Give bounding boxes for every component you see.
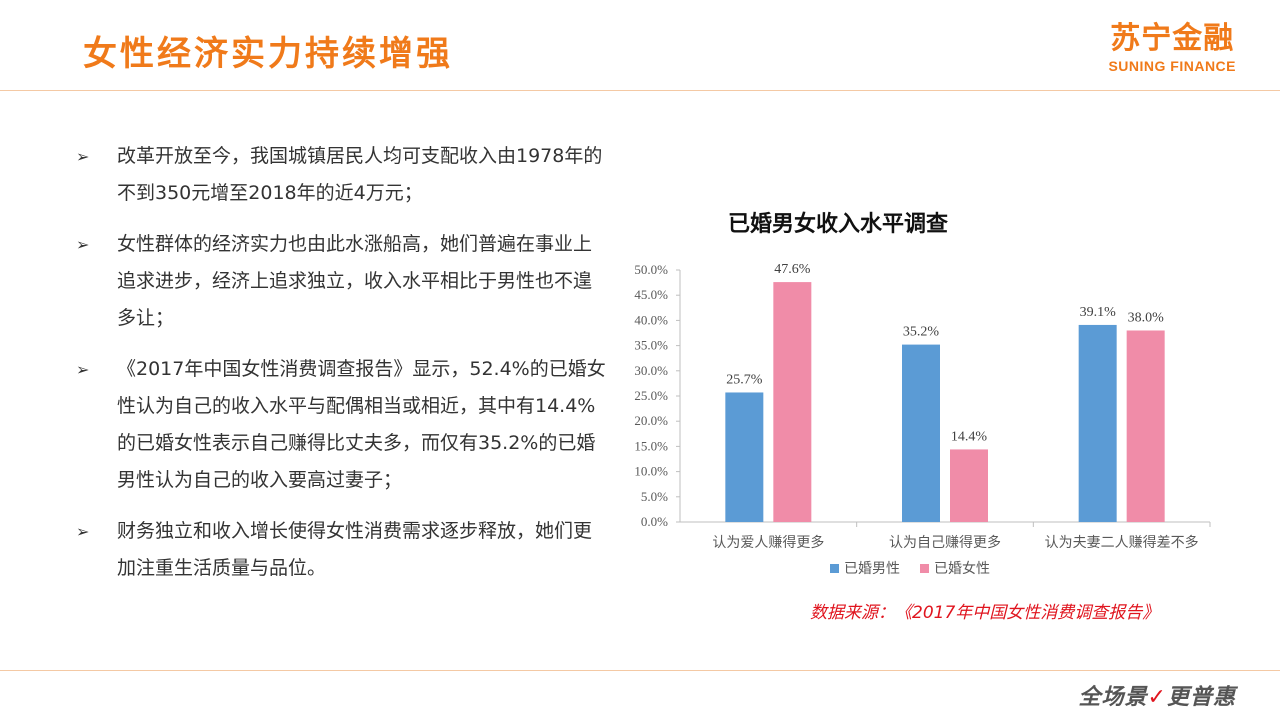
y-tick-label: 40.0% — [634, 312, 668, 327]
x-tick-label: 认为自己赚得更多 — [889, 534, 1001, 551]
bullet-item: ➢ 改革开放至今，我国城镇居民人均可支配收入由1978年的不到350元增至201… — [76, 138, 606, 212]
bar — [773, 282, 812, 522]
suning-finance-logo: 苏宁金融 SUNING FINANCE — [1108, 20, 1236, 74]
chart-title: 已婚男女收入水平调查 — [728, 211, 948, 237]
data-label: 38.0% — [1128, 310, 1165, 325]
legend-label: 已婚女性 — [934, 560, 990, 577]
logo-chinese-text: 苏宁金融 — [1110, 21, 1235, 56]
y-tick-label: 35.0% — [634, 338, 668, 353]
y-tick-label: 15.0% — [634, 438, 668, 453]
bullet-list: ➢ 改革开放至今，我国城镇居民人均可支配收入由1978年的不到350元增至201… — [76, 138, 606, 601]
y-tick-label: 5.0% — [641, 489, 668, 504]
data-source-note: 数据来源：《2017年中国女性消费调查报告》 — [810, 603, 1160, 623]
income-bar-chart: 已婚男女收入水平调查 0.0% 5.0% 10.0% 15.0% 20.0% 25.0% 30… — [634, 211, 1211, 577]
data-label: 47.6% — [774, 262, 811, 277]
data-label: 14.4% — [951, 429, 988, 444]
bar — [950, 449, 988, 522]
y-tick-label: 25.0% — [634, 388, 668, 403]
bullet-item: ➢ 财务独立和收入增长使得女性消费需求逐步释放，她们更加注重生活质量与品位。 — [76, 513, 606, 587]
x-tick-label: 认为夫妻二人赚得差不多 — [1045, 534, 1199, 551]
bar — [1078, 324, 1117, 522]
footer-slogan: 全场景✓更普惠 — [1079, 679, 1236, 711]
header-divider — [0, 90, 1280, 91]
page-title: 女性经济实力持续增强 — [83, 34, 453, 74]
bullet-text: 《2017年中国女性消费调查报告》显示，52.4%的已婚女性认为自己的收入水平与… — [117, 358, 606, 491]
y-tick-label: 0.0% — [641, 514, 668, 529]
x-tick-label: 认为爱人赚得更多 — [712, 534, 824, 551]
bar — [902, 344, 940, 522]
bullet-text: 女性群体的经济实力也由此水涨船高，她们普遍在事业上追求进步，经济上追求独立，收入… — [117, 233, 593, 329]
bullet-item: ➢ 女性群体的经济实力也由此水涨船高，她们普遍在事业上追求进步，经济上追求独立，… — [76, 226, 606, 337]
arrow-bullet-icon: ➢ — [76, 147, 90, 166]
data-label: 25.7% — [726, 372, 763, 387]
y-tick-label: 20.0% — [634, 413, 668, 428]
arrow-bullet-icon: ➢ — [76, 360, 90, 379]
check-icon: ✓ — [1147, 685, 1167, 710]
legend-swatch — [830, 564, 839, 573]
data-label: 35.2% — [903, 325, 940, 340]
legend-label: 已婚男性 — [844, 561, 900, 577]
slogan-text-b: 更普惠 — [1166, 685, 1236, 710]
data-label: 39.1% — [1080, 305, 1117, 320]
arrow-bullet-icon: ➢ — [76, 522, 90, 541]
arrow-bullet-icon: ➢ — [76, 235, 90, 254]
bar — [1126, 330, 1165, 522]
footer-divider — [0, 670, 1280, 671]
y-tick-label: 50.0% — [634, 262, 668, 277]
legend-swatch — [920, 564, 929, 573]
y-tick-label: 10.0% — [634, 464, 668, 479]
logo-english-text: SUNING FINANCE — [1108, 58, 1236, 74]
slogan-text-a: 全场景 — [1078, 685, 1148, 710]
y-tick-label: 30.0% — [634, 363, 668, 378]
bullet-item: ➢ 《2017年中国女性消费调查报告》显示，52.4%的已婚女性认为自己的收入水… — [76, 351, 606, 499]
bullet-text: 财务独立和收入增长使得女性消费需求逐步释放，她们更加注重生活质量与品位。 — [117, 520, 593, 579]
y-tick-label: 45.0% — [634, 287, 668, 302]
bar — [725, 392, 764, 522]
bullet-text: 改革开放至今，我国城镇居民人均可支配收入由1978年的不到350元增至2018年… — [117, 145, 603, 204]
